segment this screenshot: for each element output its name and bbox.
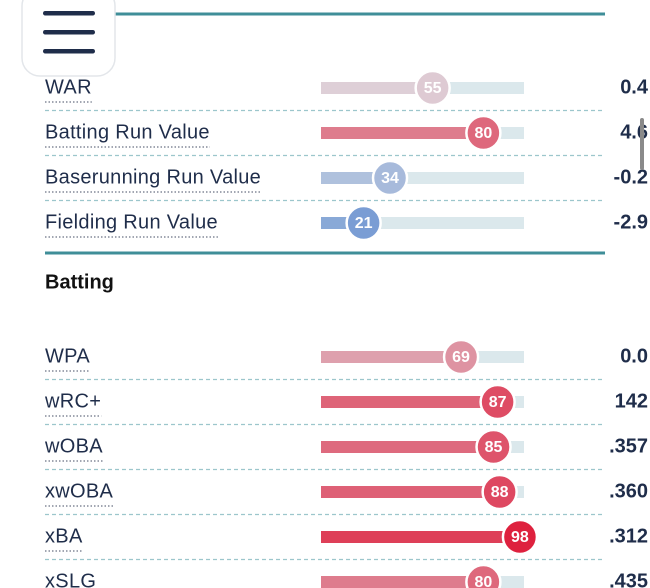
percentile-label: 87 <box>489 394 507 411</box>
bar-fill <box>321 576 484 588</box>
metric-label: xwOBA <box>45 480 114 502</box>
bar-fill <box>321 441 494 453</box>
metric-value: .312 <box>609 525 648 547</box>
metric-label: Batting Run Value <box>45 121 210 143</box>
menu-line <box>43 30 95 35</box>
section-title: Batting <box>45 271 114 293</box>
metric-value: -2.9 <box>614 211 648 233</box>
metric-label: wOBA <box>44 435 103 457</box>
percentile-bubble <box>465 114 502 152</box>
percentile-bubble <box>475 428 512 466</box>
menu-button[interactable] <box>21 0 116 77</box>
bar-fill <box>321 486 500 498</box>
bar-fill <box>321 531 520 543</box>
metric-value: 142 <box>615 390 648 412</box>
percentile-label: 85 <box>485 439 503 456</box>
menu-line <box>43 11 95 16</box>
bar-fill <box>321 396 498 408</box>
percentile-label: 88 <box>491 484 509 501</box>
metric-label: Fielding Run Value <box>45 211 218 233</box>
percentile-label: 21 <box>355 215 373 232</box>
bar-fill <box>321 351 462 363</box>
menu-box[interactable] <box>21 0 116 77</box>
metric-label: Baserunning Run Value <box>45 166 261 188</box>
percentile-bubble <box>481 473 518 511</box>
metric-value: .435 <box>609 570 648 588</box>
metric-label: xBA <box>45 525 83 547</box>
metric-value: .360 <box>609 480 648 502</box>
percentile-label: 80 <box>475 125 493 142</box>
percentile-label: 80 <box>475 574 493 588</box>
metric-value: 0.0 <box>620 345 648 367</box>
metric-label: wRC+ <box>44 390 101 412</box>
metric-label: WPA <box>45 345 90 367</box>
percentile-bubble <box>465 563 502 588</box>
bar-fill <box>321 127 484 139</box>
metric-value: .357 <box>609 435 648 457</box>
percentile-label: 69 <box>452 349 470 366</box>
metric-value: -0.2 <box>614 166 648 188</box>
scrollbar <box>640 118 644 170</box>
bar-fill <box>321 82 433 94</box>
percentile-label: 55 <box>424 80 442 97</box>
percentile-label: 34 <box>381 170 399 187</box>
metric-value: 0.4 <box>620 76 649 98</box>
percentile-label: 98 <box>511 529 529 546</box>
percentile-bubble <box>479 383 516 421</box>
metric-label: xSLG <box>45 570 96 588</box>
menu-line <box>43 49 95 54</box>
percentile-bubble <box>442 338 480 376</box>
metric-label: WAR <box>45 76 92 98</box>
percentile-bubble <box>371 159 409 197</box>
percentile-bubble <box>345 204 382 242</box>
percentile-bubble <box>414 69 451 107</box>
percentile-bubble <box>501 518 539 556</box>
